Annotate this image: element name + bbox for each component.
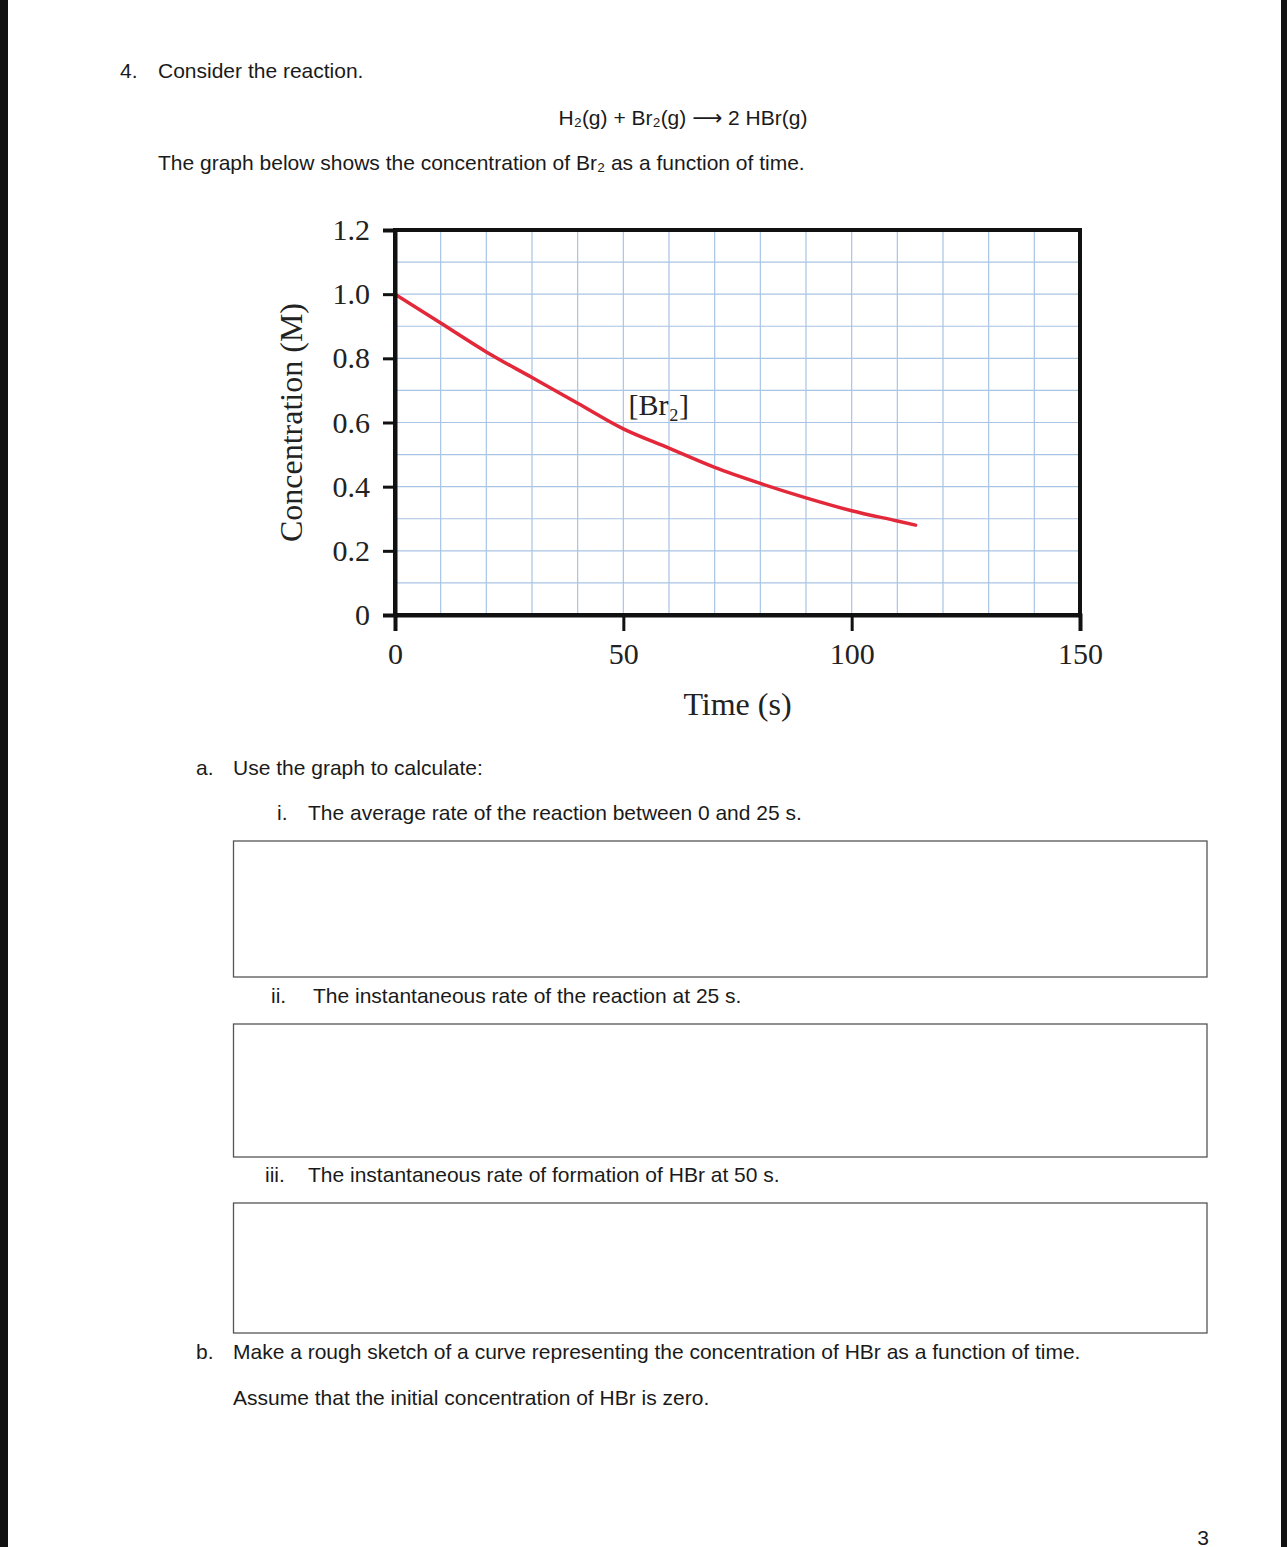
item-text: The average rate of the reaction between…: [308, 801, 802, 824]
item-label: ii.: [271, 984, 286, 1007]
minor-grid-line: [395, 326, 1080, 327]
tick-mark: [383, 422, 395, 425]
tick-mark: [383, 229, 395, 232]
tick-label: 0.4: [333, 470, 371, 503]
minor-grid-line: [395, 390, 1080, 391]
part-text: Assume that the initial concentration of…: [233, 1386, 709, 1409]
item-label: iii.: [265, 1163, 285, 1186]
minor-grid-line: [395, 454, 1080, 455]
plot-frame: [395, 230, 1080, 615]
axis-line: [383, 231, 396, 616]
grid-line: [395, 486, 1080, 487]
answer-box: [234, 1203, 1208, 1333]
minor-grid-line: [395, 261, 1080, 262]
tick-mark: [383, 486, 395, 489]
grid-line: [395, 422, 1080, 423]
page-edge-left: [0, 0, 8, 1547]
tick-mark: [383, 614, 395, 617]
tick-label: 1.2: [333, 213, 371, 246]
tick: 0: [388, 615, 403, 670]
tick-mark: [394, 615, 397, 631]
answer-box: [234, 1024, 1208, 1157]
tick: 1.2: [333, 213, 396, 246]
part-label: b.: [196, 1340, 214, 1363]
minor-grid-line: [395, 582, 1080, 583]
tick-label: 50: [609, 637, 639, 670]
chart: 0 0.2 0.4 0.6 0.8 1.0 1.2 0 50 100 150 Time (s) Conc…: [273, 213, 1103, 722]
page-number: 3: [1197, 1526, 1209, 1547]
tick: 0.4: [333, 470, 396, 503]
minor-grid-line: [395, 518, 1080, 519]
y-axis-title: Concentration (M): [273, 303, 309, 542]
item-label: i.: [277, 801, 288, 824]
tick: 50: [609, 615, 639, 670]
tick: 150: [1058, 615, 1103, 670]
graph-description: The graph below shows the concentration …: [158, 151, 805, 174]
question-number: 4.: [120, 59, 138, 82]
tick-label: 150: [1058, 637, 1103, 670]
tick-label: 0.6: [333, 406, 371, 439]
plot-marks: [395, 294, 916, 525]
equation: H₂(g) + Br₂(g) ⟶ 2 HBr(g): [559, 106, 808, 129]
tick-label: 0: [355, 598, 370, 631]
tick-mark: [622, 615, 625, 631]
grid-line: [395, 294, 1080, 295]
tick-mark: [383, 357, 395, 360]
tick: 1.0: [333, 277, 396, 310]
question-intro: Consider the reaction.: [158, 59, 363, 82]
grid: [395, 230, 1080, 615]
tick-label: 0.2: [333, 534, 371, 567]
part-text: Make a rough sketch of a curve represent…: [233, 1340, 1080, 1363]
tick: 0.6: [333, 406, 396, 439]
y-axis: 0 0.2 0.4 0.6 0.8 1.0 1.2: [333, 213, 396, 631]
grid-line: [395, 550, 1080, 551]
part-label: a.: [196, 756, 214, 779]
item-text: The instantaneous rate of the reaction a…: [313, 984, 741, 1007]
series-line: [395, 294, 916, 525]
tick-label: 0.8: [333, 341, 371, 374]
tick-label: 0: [388, 637, 403, 670]
item-text: The instantaneous rate of formation of H…: [308, 1163, 780, 1186]
axis-line: [396, 616, 1081, 632]
part-text: Use the graph to calculate:: [233, 756, 483, 779]
x-axis-title: Time (s): [683, 686, 791, 722]
tick-label: 1.0: [333, 277, 371, 310]
tick-mark: [851, 615, 854, 631]
tick: 0: [355, 598, 395, 631]
series-label: [Br₂]: [628, 388, 688, 421]
x-axis: 0 50 100 150: [388, 615, 1103, 670]
tick-label: 100: [830, 637, 875, 670]
tick: 100: [830, 615, 875, 670]
tick-mark: [1079, 615, 1082, 631]
tick-mark: [383, 550, 395, 553]
answer-box: [234, 841, 1208, 977]
tick: 0.2: [333, 534, 396, 567]
tick-mark: [383, 293, 395, 296]
page-background: [0, 0, 1287, 1547]
page: 4. Consider the reaction. H₂(g) + Br₂(g) ⟶…: [0, 0, 1287, 1547]
page-edge-right: [1281, 0, 1287, 1547]
tick: 0.8: [333, 341, 396, 374]
